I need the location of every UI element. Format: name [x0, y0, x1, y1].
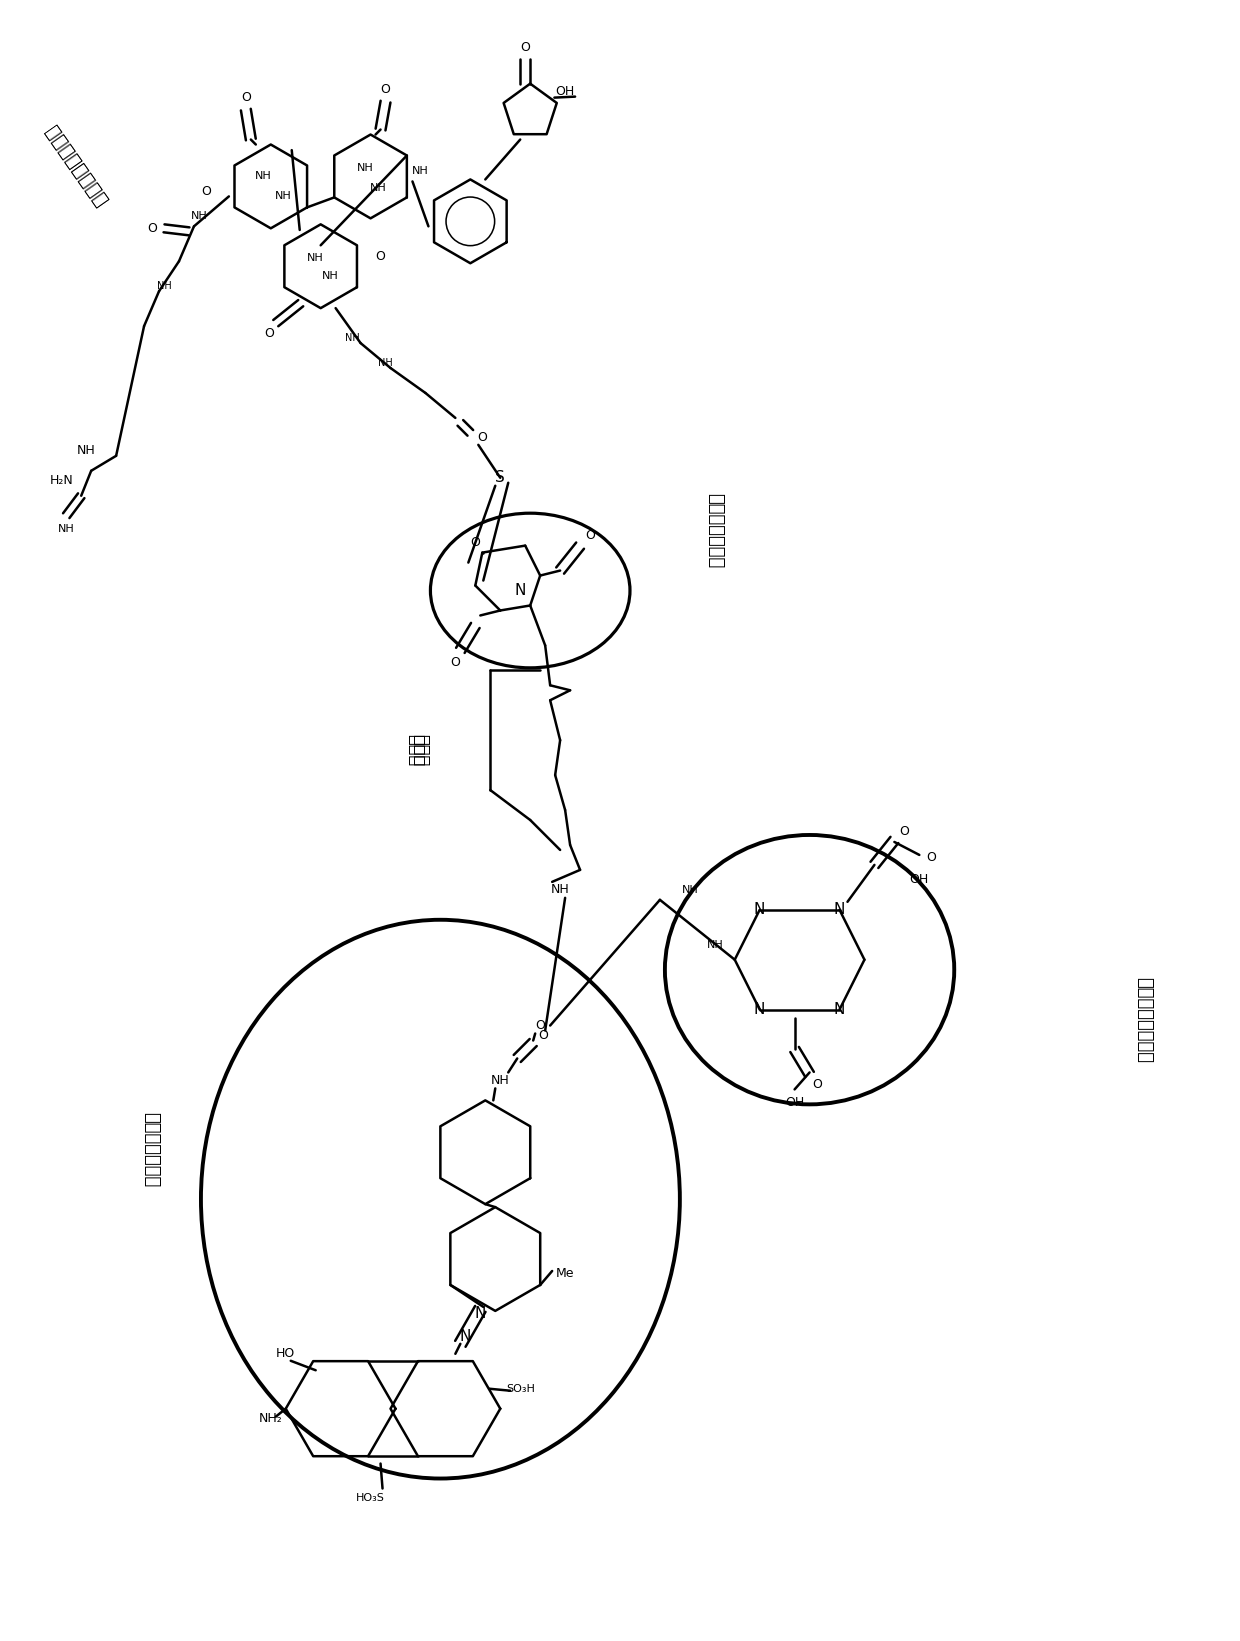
Text: SO₃H: SO₃H	[506, 1383, 534, 1393]
Text: O: O	[241, 92, 250, 103]
Text: O: O	[470, 537, 480, 550]
Text: N: N	[833, 903, 846, 917]
Text: NH: NH	[551, 883, 569, 896]
Text: N: N	[754, 1003, 765, 1017]
Text: O: O	[538, 1029, 548, 1042]
Text: NH: NH	[491, 1073, 510, 1086]
Text: NH: NH	[191, 212, 207, 222]
Text: NH: NH	[322, 271, 339, 281]
Text: Me: Me	[556, 1267, 574, 1280]
Text: OH: OH	[910, 873, 929, 886]
Text: O: O	[264, 327, 274, 340]
Text: NH: NH	[58, 523, 74, 533]
Text: H₂N: H₂N	[50, 474, 73, 487]
Text: O: O	[536, 1019, 546, 1032]
Text: HO: HO	[277, 1347, 295, 1360]
Text: O: O	[450, 656, 460, 670]
Text: O: O	[585, 528, 595, 542]
Text: N: N	[515, 583, 526, 597]
Text: NH: NH	[357, 164, 374, 174]
Text: NH: NH	[274, 192, 291, 202]
Text: O: O	[812, 1078, 822, 1091]
Text: NH: NH	[308, 253, 324, 263]
Text: NH: NH	[707, 940, 723, 950]
Text: O: O	[926, 852, 936, 865]
Text: O: O	[381, 84, 391, 97]
Text: O: O	[899, 825, 909, 839]
Text: 白蛋白结合部分: 白蛋白结合部分	[143, 1111, 160, 1186]
Text: NH: NH	[682, 884, 698, 894]
Text: 间隔基: 间隔基	[407, 734, 424, 766]
Text: 用于标记的蟯合剂: 用于标记的蟯合剂	[1135, 976, 1153, 1063]
Text: 生物分子的接头: 生物分子的接头	[706, 492, 724, 568]
Text: NH: NH	[371, 184, 387, 194]
Text: NH: NH	[378, 358, 393, 368]
Text: 间隔基: 间隔基	[412, 734, 429, 766]
Text: O: O	[477, 432, 487, 445]
Text: OH: OH	[785, 1096, 805, 1109]
Text: N: N	[475, 1306, 486, 1321]
Text: N: N	[833, 1003, 846, 1017]
Text: N: N	[460, 1329, 471, 1344]
Text: NH₂: NH₂	[259, 1413, 283, 1424]
Text: NH: NH	[345, 333, 360, 343]
Text: NH: NH	[412, 166, 429, 177]
Text: O: O	[201, 185, 211, 199]
Text: N: N	[754, 903, 765, 917]
Text: O: O	[376, 249, 386, 263]
Text: HO₃S: HO₃S	[356, 1493, 384, 1503]
Text: O: O	[521, 41, 531, 54]
Text: NH: NH	[254, 171, 272, 182]
Text: O: O	[148, 222, 157, 235]
Text: NH: NH	[156, 281, 171, 290]
Text: NH: NH	[77, 445, 95, 458]
Text: 生物分子结合部分: 生物分子结合部分	[41, 123, 110, 210]
Text: S: S	[496, 471, 505, 486]
Text: OH: OH	[556, 85, 575, 98]
